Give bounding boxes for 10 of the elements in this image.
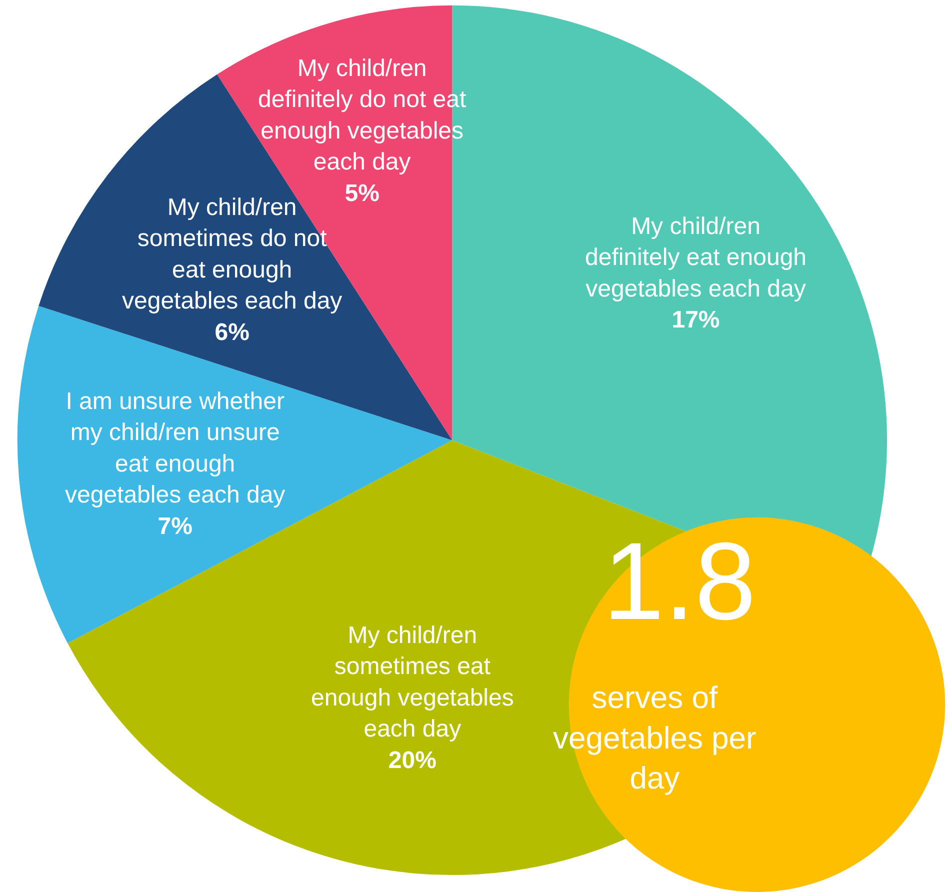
slice-label: My child/ren definitely eat enough vegetables each day	[585, 213, 807, 302]
data-label: 5%	[344, 180, 380, 207]
slice-label: I am unsure whether my child/ren unsure eat enough vegetables each day	[65, 388, 286, 509]
data-label: 20%	[388, 746, 436, 774]
text: serves of vegetables per day	[553, 680, 756, 796]
slice-label: My child/ren sometimes eat enough vegetables each day	[311, 622, 514, 743]
data-label: 17%	[672, 306, 720, 334]
data-label: 7%	[158, 512, 192, 540]
data-label: 6%	[214, 318, 250, 346]
text: 1.8	[603, 520, 756, 643]
